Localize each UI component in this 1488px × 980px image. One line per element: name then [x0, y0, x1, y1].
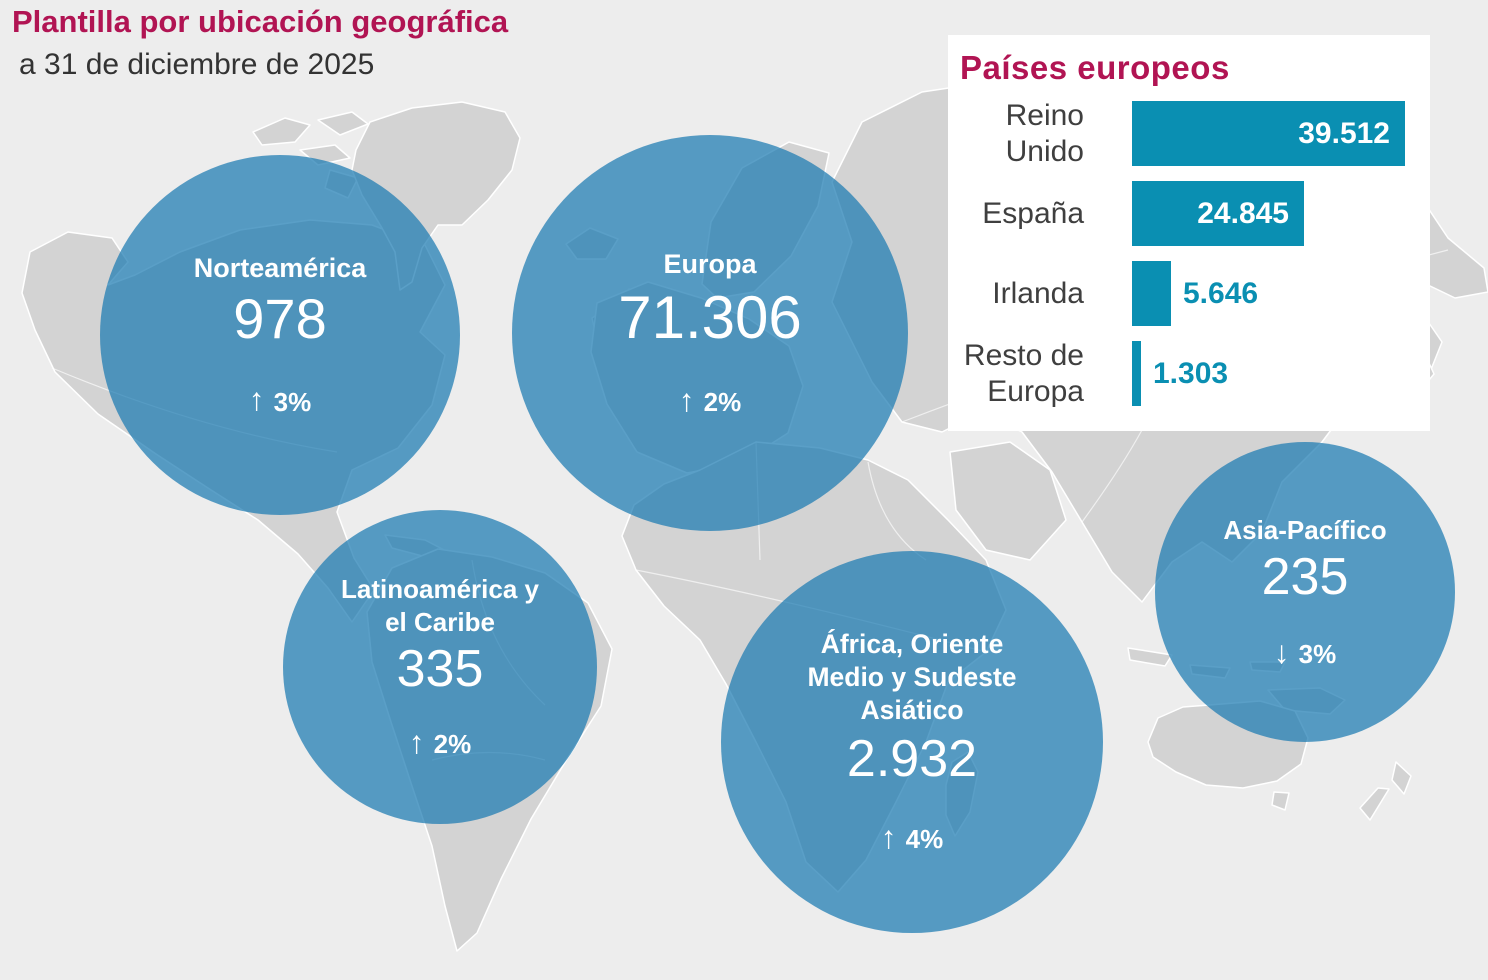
region-change-percent: 2%: [703, 386, 742, 417]
page-subtitle: a 31 de diciembre de 2025: [19, 47, 375, 81]
bubble-norteamerica: Norteamérica 978 ↑ 3%: [100, 155, 460, 515]
bar: [1132, 341, 1141, 406]
bar-category-label: Reino Unido: [1005, 99, 1084, 168]
map-arabian-peninsula: [949, 441, 1067, 561]
region-change-percent: 3%: [1298, 639, 1337, 670]
region-change-percent: 3%: [273, 386, 312, 417]
region-name: Norteamérica: [193, 252, 367, 283]
bar: [1132, 261, 1171, 326]
bar-row: Reino Unido 39.512: [960, 99, 1430, 168]
bar-row: Resto de Europa 1.303: [960, 339, 1430, 408]
bar-row: España 24.845: [960, 181, 1430, 246]
region-change: ↑ 2%: [678, 381, 742, 419]
down-arrow-icon: ↓: [1273, 633, 1290, 670]
bubble-asia-pacifico: Asia-Pacífico 235 ↓ 3%: [1155, 442, 1455, 742]
region-change: ↑ 3%: [248, 381, 312, 418]
bubble-africa-oriente-medio: África, Oriente Medio y Sudeste Asiático…: [721, 551, 1103, 933]
european-countries-panel: Países europeos Reino Unido 39.512 España 2…: [948, 35, 1430, 431]
bubble-latinoamerica: Latinoamérica y el Caribe 335 ↑ 2%: [283, 510, 597, 824]
bar-track: 39.512: [1132, 101, 1405, 166]
region-value: 71.306: [618, 283, 802, 351]
bar-value-label: 39.512: [1298, 116, 1390, 150]
up-arrow-icon: ↑: [248, 381, 265, 418]
bar-track: 5.646: [1132, 261, 1258, 326]
up-arrow-icon: ↑: [678, 381, 695, 418]
bubble-europa: Europa 71.306 ↑ 2%: [512, 135, 908, 531]
bar-value-label: 24.845: [1197, 196, 1289, 230]
page-title: Plantilla por ubicación geográfica: [12, 4, 509, 39]
region-change-percent: 2%: [433, 729, 472, 760]
bar: 39.512: [1132, 101, 1405, 166]
region-value: 335: [396, 640, 484, 699]
region-name: Europa: [663, 248, 757, 279]
region-change: ↓ 3%: [1273, 633, 1337, 671]
bar-track: 24.845: [1132, 181, 1304, 246]
region-change-percent: 4%: [905, 824, 944, 855]
bar-value-label: 1.303: [1153, 356, 1229, 390]
panel-title: Países europeos: [960, 49, 1230, 86]
region-value: 235: [1261, 548, 1349, 607]
bar-category-label: España: [982, 196, 1084, 230]
map-new-zealand: [1359, 761, 1412, 821]
european-countries-bar-chart: Reino Unido 39.512 España 24.845 Irlanda 5.64…: [960, 99, 1430, 408]
bar-category-label: Resto de Europa: [963, 339, 1084, 408]
header: Plantilla por ubicación geográfica a 31 …: [12, 4, 509, 82]
region-change: ↑ 2%: [408, 723, 472, 761]
bar-value-label: 5.646: [1183, 276, 1259, 310]
region-value: 978: [233, 286, 327, 350]
up-arrow-icon: ↑: [880, 819, 897, 856]
region-name: Latinoamérica y el Caribe: [341, 574, 539, 637]
region-name: África, Oriente Medio y Sudeste Asiático: [807, 629, 1017, 726]
region-change: ↑ 4%: [880, 819, 944, 856]
bar-row: Irlanda 5.646: [960, 261, 1430, 326]
region-name: Asia-Pacífico: [1223, 514, 1387, 545]
bar-category-label: Irlanda: [992, 276, 1084, 310]
region-value: 2.932: [846, 729, 978, 788]
up-arrow-icon: ↑: [408, 723, 425, 760]
map-tasmania: [1271, 791, 1290, 811]
bar: 24.845: [1132, 181, 1304, 246]
bar-track: 1.303: [1132, 341, 1228, 406]
